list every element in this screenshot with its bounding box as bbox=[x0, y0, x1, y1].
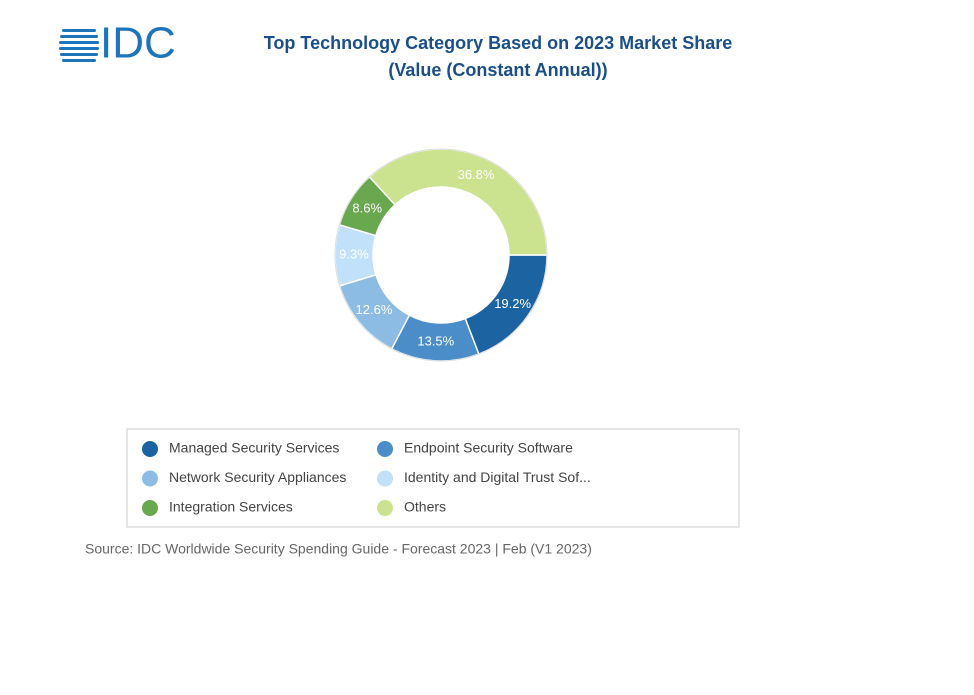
legend-label: Integration Services bbox=[169, 499, 293, 515]
logo-mark bbox=[59, 29, 99, 62]
legend-marker bbox=[377, 441, 393, 457]
legend-box bbox=[126, 428, 740, 528]
legend-label: Endpoint Security Software bbox=[404, 440, 573, 456]
legend-label: Identity and Digital Trust Sof... bbox=[404, 469, 591, 485]
legend-marker bbox=[377, 470, 393, 487]
source: Source: IDC Worldwide Security Spending … bbox=[85, 541, 592, 557]
chart-title: Top Technology Category Based on 2023 Ma… bbox=[264, 33, 732, 53]
data-label: 36.8% bbox=[458, 167, 495, 182]
legend-label: Managed Security Services bbox=[169, 440, 339, 456]
data-label: 13.5% bbox=[417, 333, 454, 348]
legend-marker bbox=[377, 500, 393, 516]
legend-label: Others bbox=[404, 499, 446, 515]
data-label: 8.6% bbox=[352, 200, 382, 215]
legend-marker bbox=[142, 500, 158, 516]
donut-slice bbox=[368, 148, 548, 256]
logo: IDC bbox=[100, 19, 176, 68]
chart-subtitle: (Value (Constant Annual)) bbox=[388, 60, 607, 80]
legend-marker bbox=[142, 470, 158, 487]
data-label: 19.2% bbox=[494, 296, 531, 311]
data-label: 9.3% bbox=[339, 247, 369, 262]
legend-marker bbox=[142, 441, 158, 457]
legend-label: Network Security Appliances bbox=[169, 469, 346, 485]
donut-rim bbox=[334, 148, 548, 362]
data-label: 12.6% bbox=[356, 302, 393, 317]
